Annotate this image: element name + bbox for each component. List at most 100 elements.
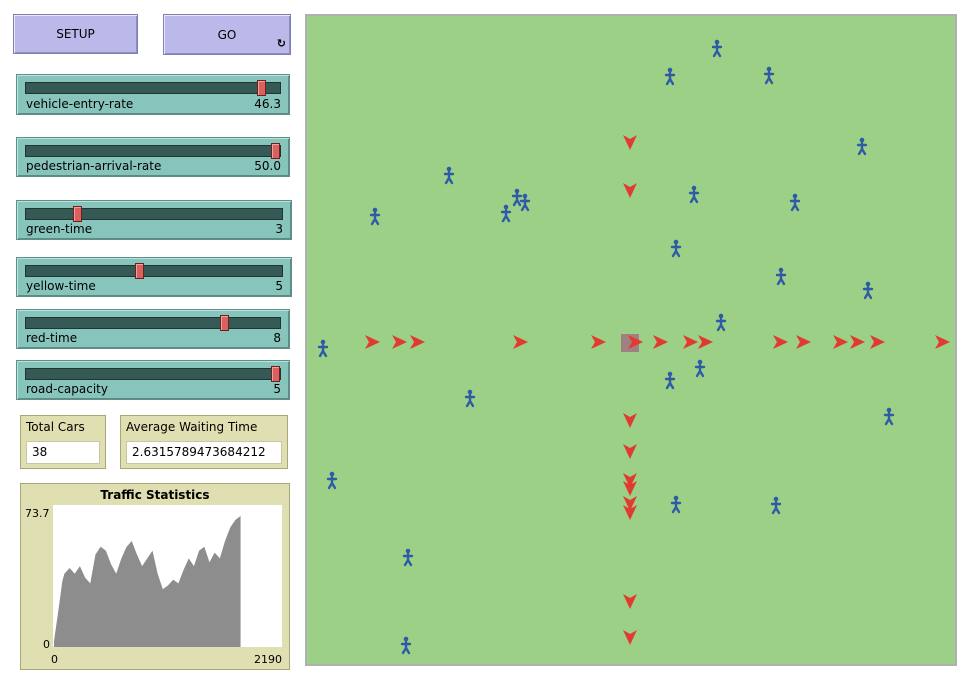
slider-value: 5 [273,382,281,396]
car-southbound [623,496,637,511]
monitor-value: 38 [26,441,100,464]
plot-canvas: Traffic Statistics 73.7 0 0 2190 [25,488,282,666]
car-eastbound [850,335,865,349]
car-eastbound [935,335,950,349]
slider-red-time[interactable]: red-time 8 [16,309,290,349]
go-button[interactable]: GO ↻ [163,14,291,55]
pedestrian [715,313,727,332]
pedestrian [326,471,338,490]
monitor-total-cars: Total Cars 38 [20,415,106,469]
plot-x-max-label: 2190 [254,653,282,666]
car-eastbound [392,335,407,349]
plot-title: Traffic Statistics [100,488,209,502]
slider-pedestrian-arrival-rate[interactable]: pedestrian-arrival-rate 50.0 [16,137,290,177]
slider-value: 5 [275,279,283,293]
slider-label: vehicle-entry-rate [26,97,134,111]
car-southbound [623,135,637,150]
car-southbound [623,444,637,459]
pedestrian [775,267,787,286]
car-southbound [623,505,637,520]
car-southbound [623,473,637,488]
car-eastbound [833,335,848,349]
pedestrian [862,281,874,300]
slider-handle[interactable] [73,206,83,222]
slider-handle[interactable] [256,80,266,96]
slider-handle[interactable] [271,366,280,382]
forever-icon: ↻ [276,37,286,50]
pedestrian [883,407,895,426]
slider-green-time[interactable]: green-time 3 [16,200,292,240]
car-eastbound [410,335,425,349]
pedestrian [400,636,412,655]
car-eastbound [683,335,698,349]
car-southbound [623,630,637,645]
pedestrian [670,239,682,258]
pedestrian [402,548,414,567]
slider-track [25,366,281,382]
plot-traffic-statistics: Traffic Statistics 73.7 0 0 2190 [20,483,290,670]
slider-handle[interactable] [134,263,144,279]
world-view[interactable] [305,14,957,666]
pedestrian [664,371,676,390]
world-canvas [317,39,950,655]
pedestrian [694,359,706,378]
slider-handle[interactable] [220,315,230,331]
car-eastbound [513,335,528,349]
slider-label: red-time [26,331,78,345]
slider-label: pedestrian-arrival-rate [26,159,162,173]
pedestrian [500,204,512,223]
plot-y-min-label: 0 [43,638,50,651]
setup-button-label: SETUP [56,27,95,41]
setup-button[interactable]: SETUP [13,14,138,54]
pedestrian [511,188,523,207]
slider-value: 50.0 [254,159,281,173]
slider-label: yellow-time [26,279,96,293]
slider-road-capacity[interactable]: road-capacity 5 [16,360,290,400]
slider-value: 3 [275,222,283,236]
slider-track [25,315,281,331]
car-eastbound [773,335,788,349]
monitor-average-waiting-time: Average Waiting Time 2.6315789473684212 [120,415,288,469]
pedestrian [464,389,476,408]
car-eastbound [870,335,885,349]
car-eastbound [365,335,380,349]
car-southbound [623,413,637,428]
car-eastbound [628,335,643,349]
slider-vehicle-entry-rate[interactable]: vehicle-entry-rate 46.3 [16,74,290,115]
pedestrian [770,496,782,515]
slider-track [25,263,283,279]
plot-y-max-label: 73.7 [25,507,50,520]
pedestrian [369,207,381,226]
car-southbound [623,183,637,198]
pedestrian [688,185,700,204]
car-eastbound [653,335,668,349]
car-eastbound [796,335,811,349]
car-eastbound [698,335,713,349]
slider-value: 46.3 [254,97,281,111]
car-southbound [623,481,637,496]
pedestrian [763,66,775,85]
slider-track [25,143,281,159]
monitor-value: 2.6315789473684212 [126,441,282,464]
pedestrian [519,193,531,212]
pedestrian [856,137,868,156]
car-southbound [623,594,637,609]
plot-x-min-label: 0 [51,653,58,666]
pedestrian [664,67,676,86]
pedestrian [443,166,455,185]
pedestrian [711,39,723,58]
slider-track [25,206,283,222]
slider-handle[interactable] [271,143,280,159]
go-button-label: GO [217,27,237,42]
slider-label: road-capacity [26,382,108,396]
pedestrian [317,339,329,358]
car-eastbound [591,335,606,349]
slider-label: green-time [26,222,93,236]
plot-series-area [54,515,241,647]
slider-yellow-time[interactable]: yellow-time 5 [16,257,292,297]
pedestrian [670,495,682,514]
slider-track [25,80,281,96]
monitor-label: Total Cars [26,420,85,434]
slider-value: 8 [273,331,281,345]
pedestrian [789,193,801,212]
